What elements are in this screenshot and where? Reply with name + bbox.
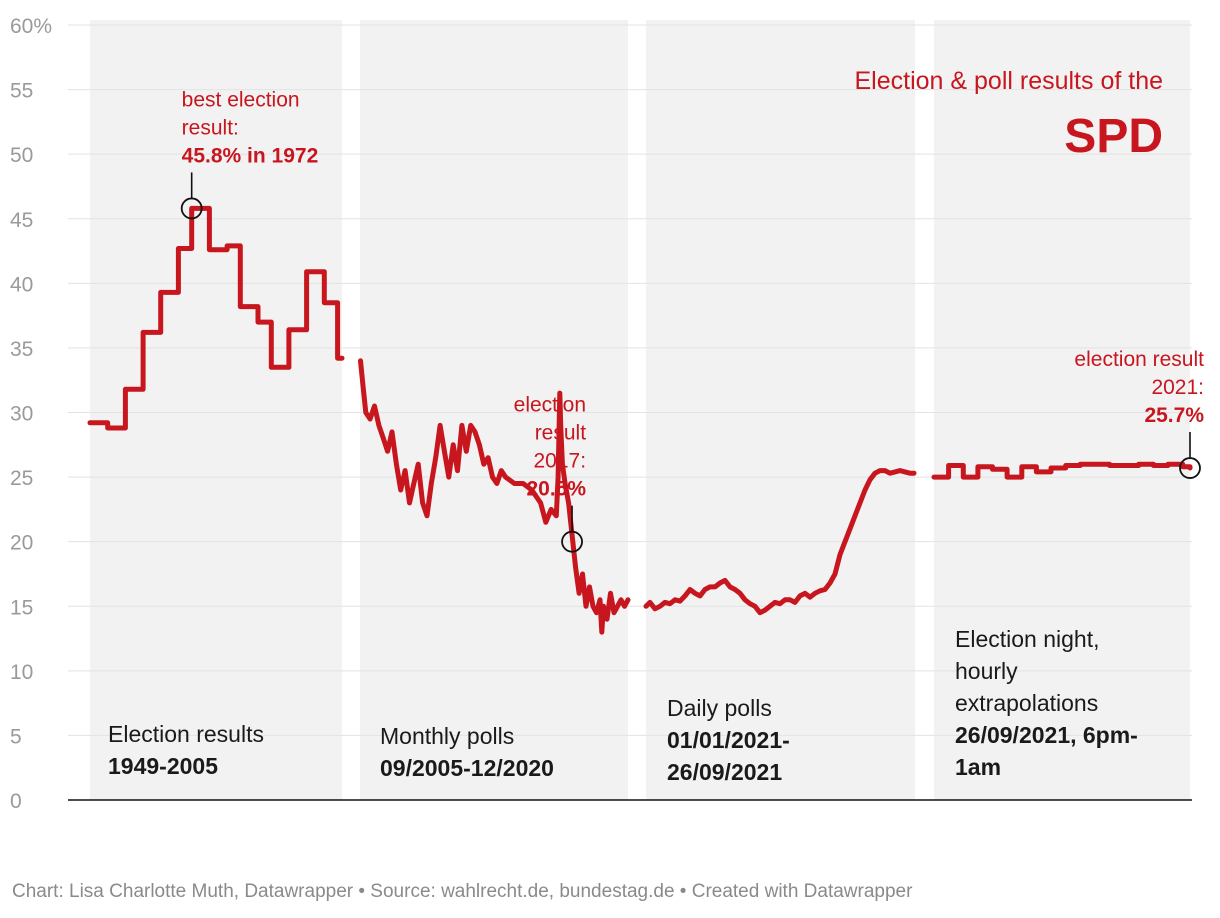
y-tick-label: 0	[10, 790, 22, 813]
panel-band-elections	[90, 20, 342, 800]
panel-sublabel-elections: 1949-2005	[108, 753, 218, 779]
y-tick-label: 45	[10, 209, 33, 232]
y-tick-label: 15	[10, 596, 33, 619]
series-lines	[87, 205, 1193, 635]
series-line-elections	[87, 205, 345, 431]
series-line-daily	[643, 468, 917, 616]
y-tick-labels: 0 5 10 15 20 25 30 35 40 45 50 55 60%	[10, 15, 52, 813]
panel-label-daily: Daily polls	[667, 695, 772, 721]
panel-label-monthly: Monthly polls	[380, 723, 514, 749]
panel-label-elections: Election results	[108, 721, 264, 747]
series-line-election_night	[931, 461, 1193, 480]
panel-label-election_night: hourly	[955, 658, 1018, 684]
annotation-text: 2017:	[533, 450, 586, 473]
series-line-monthly	[358, 358, 631, 635]
panel-band-monthly	[360, 20, 628, 800]
annotation-marker	[561, 530, 583, 553]
panel-sublabel-monthly: 09/2005-12/2020	[380, 755, 554, 781]
chart-title-line2: SPD	[1064, 110, 1163, 163]
panel-bands	[90, 20, 1190, 800]
annotation-marker	[180, 197, 203, 220]
annotation-text: 2021:	[1151, 376, 1204, 399]
panel-sublabel-daily: 26/09/2021	[667, 759, 782, 785]
annotation-value: 20.5%	[527, 478, 587, 501]
annotations: best election result: 45.8% in 1972 electio…	[180, 88, 1204, 553]
panel-labels: Election results 1949-2005 Monthly polls 09…	[108, 626, 1138, 785]
y-gridlines	[68, 24, 1192, 736]
panel-sublabel-election_night: 26/09/2021, 6pm-	[955, 722, 1138, 748]
annotation-text: best election	[182, 88, 300, 111]
y-tick-label: 25	[10, 467, 33, 490]
annotation-marker	[1179, 457, 1201, 479]
panel-band-daily	[646, 20, 915, 800]
y-tick-label: 5	[10, 725, 22, 748]
y-tick-label: 50	[10, 144, 33, 167]
annotation-value: 45.8% in 1972	[182, 144, 319, 167]
y-tick-label: 30	[10, 403, 33, 426]
y-tick-label: 10	[10, 661, 33, 684]
y-tick-label: 20	[10, 532, 33, 555]
y-tick-label: 60%	[10, 15, 52, 38]
panel-label-election_night: extrapolations	[955, 690, 1098, 716]
panel-sublabel-election_night: 1am	[955, 754, 1001, 780]
y-tick-label: 55	[10, 80, 33, 103]
chart-title-line1: Election & poll results of the	[855, 67, 1164, 95]
chart-footer: Chart: Lisa Charlotte Muth, Datawrapper …	[12, 881, 913, 902]
annotation-text: election	[514, 394, 586, 417]
annotation-value: 25.7%	[1144, 404, 1204, 427]
annotation-text: result:	[182, 116, 239, 139]
annotation-text: result	[535, 422, 587, 445]
panel-band-election_night	[934, 20, 1190, 800]
annotation-text: election result	[1074, 348, 1204, 371]
panel-sublabel-daily: 01/01/2021-	[667, 727, 790, 753]
y-tick-label: 40	[10, 273, 33, 296]
y-tick-label: 35	[10, 338, 33, 361]
panel-label-election_night: Election night,	[955, 626, 1099, 652]
